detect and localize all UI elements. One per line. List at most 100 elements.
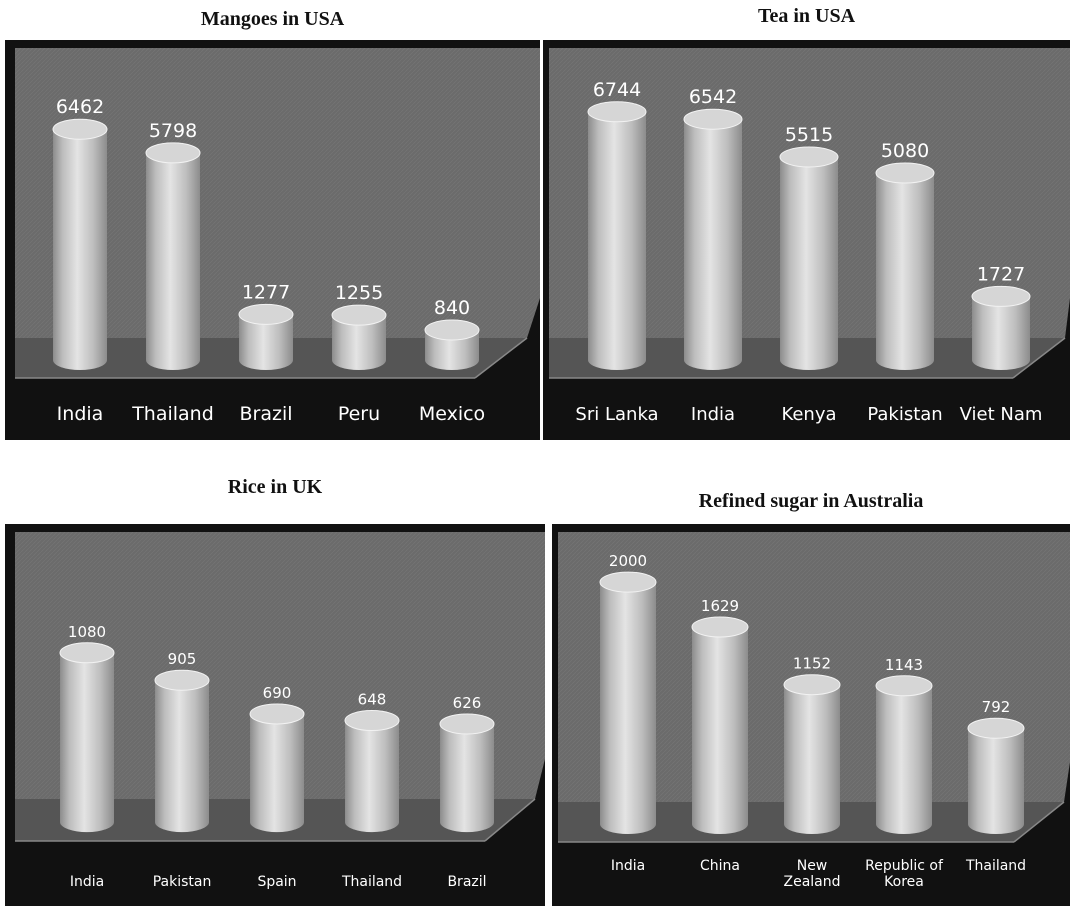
data-label: 792 <box>982 698 1011 716</box>
category-label: Viet Nam <box>960 404 1043 425</box>
bar-body <box>250 713 304 833</box>
category-label: India <box>57 403 104 425</box>
bar-cap <box>875 675 933 697</box>
bar-cap <box>587 101 647 123</box>
data-label: 6744 <box>593 79 641 101</box>
bar-body <box>780 157 838 370</box>
bar-cap <box>145 142 201 164</box>
bar-body <box>60 652 114 833</box>
category-label: Thailand <box>131 403 214 425</box>
bar-cap <box>344 710 400 732</box>
category-label: India <box>611 858 645 874</box>
data-label: 840 <box>434 297 470 319</box>
bar-body <box>684 119 742 371</box>
bar <box>691 616 749 834</box>
bar <box>967 717 1025 834</box>
category-label: New Zealand <box>783 858 840 890</box>
bar <box>875 162 935 370</box>
chart-svg: 6744 Sri Lanka 6542 India 5515 Kenya 5080 Pakis… <box>549 48 1070 425</box>
bar-body <box>440 723 494 833</box>
data-label: 5798 <box>149 120 197 142</box>
bar-body <box>425 330 479 370</box>
bar <box>599 571 657 834</box>
bar-body <box>53 129 107 370</box>
bar <box>145 142 201 370</box>
bar-body <box>876 173 934 370</box>
category-label: Thailand <box>341 874 402 890</box>
chart-svg: 6462 India 5798 Thailand 1277 Brazil 1255 Peru 8… <box>15 48 540 425</box>
chart-title: Tea in USA <box>757 5 856 27</box>
bar-cap <box>783 674 841 696</box>
data-label: 905 <box>168 650 197 668</box>
bar-body <box>600 582 656 834</box>
chart-panel-rice: Rice in UK 1080 India 905 Pakistan 690 Spain 6… <box>5 470 545 906</box>
bar-cap <box>238 303 294 325</box>
data-label: 626 <box>453 694 482 712</box>
category-label: Pakistan <box>867 404 942 425</box>
category-label: Spain <box>257 874 296 890</box>
data-label: 648 <box>358 691 387 709</box>
bar <box>52 118 108 370</box>
category-label: India <box>70 874 104 890</box>
bar <box>424 319 480 370</box>
bar-cap <box>779 146 839 168</box>
bar-body <box>972 296 1030 370</box>
bar-cap <box>439 713 495 735</box>
chart-frame: 1080 India 905 Pakistan 690 Spain 648 Thailand 6… <box>5 524 545 906</box>
bar-cap <box>52 118 108 140</box>
bar <box>875 675 933 834</box>
data-label: 5080 <box>881 140 929 162</box>
bar-body <box>588 111 646 371</box>
bar <box>59 642 115 833</box>
data-label: 6542 <box>689 86 737 108</box>
chart-panel-tea: Tea in USA 6744 Sri Lanka 6542 India 5515 Ken… <box>543 0 1070 440</box>
chart-svg: 1080 India 905 Pakistan 690 Spain 648 Thailand 6… <box>15 532 545 890</box>
bar-cap <box>59 642 115 664</box>
chart-back-wall <box>15 532 545 799</box>
bar-cap <box>424 319 480 341</box>
bar-body <box>345 720 399 833</box>
chart-panel-mangoes: Mangoes in USA 6462 India 5798 Thailand 1277… <box>5 0 540 440</box>
bar-body <box>239 314 293 370</box>
bar-cap <box>154 669 210 691</box>
bar <box>439 713 495 833</box>
bar-cap <box>971 285 1031 307</box>
bar <box>587 101 647 371</box>
chart-title: Refined sugar in Australia <box>698 490 924 512</box>
bar <box>249 703 305 833</box>
category-label: China <box>700 858 740 874</box>
data-label: 1277 <box>242 281 290 303</box>
category-label: Thailand <box>965 858 1026 874</box>
category-label: Brazil <box>447 874 486 890</box>
data-label: 1629 <box>701 597 739 615</box>
category-label: Sri Lanka <box>575 404 658 425</box>
bar <box>779 146 839 370</box>
data-label: 690 <box>263 684 292 702</box>
bar-body <box>146 152 200 370</box>
data-label: 6462 <box>56 96 104 118</box>
bar-body <box>155 680 209 833</box>
data-label: 1727 <box>977 263 1025 285</box>
bar <box>154 669 210 833</box>
bar <box>971 285 1031 370</box>
bar-body <box>332 315 386 370</box>
bar-cap <box>249 703 305 725</box>
bar-cap <box>683 108 743 130</box>
chart-frame: 6462 India 5798 Thailand 1277 Brazil 1255 Peru 8… <box>5 40 540 440</box>
chart-frame: 2000 India 1629 China 1152 New Zealand 1143 Repu… <box>552 524 1070 906</box>
bar-body <box>968 728 1024 834</box>
bar-cap <box>599 571 657 593</box>
bar-cap <box>875 162 935 184</box>
category-label: Pakistan <box>153 874 212 890</box>
bar-body <box>876 685 932 834</box>
bar-body <box>784 684 840 834</box>
chart-frame: 6744 Sri Lanka 6542 India 5515 Kenya 5080 Pakis… <box>543 40 1070 440</box>
chart-title: Mangoes in USA <box>200 8 345 30</box>
data-label: 1080 <box>68 623 106 641</box>
bar-cap <box>967 717 1025 739</box>
category-label: Republic of Korea <box>865 858 944 890</box>
category-label: India <box>691 404 735 425</box>
bar-cap <box>691 616 749 638</box>
chart-floor-edge <box>1013 801 1065 843</box>
chart-svg: 2000 India 1629 China 1152 New Zealand 1143 Repu… <box>558 532 1070 890</box>
